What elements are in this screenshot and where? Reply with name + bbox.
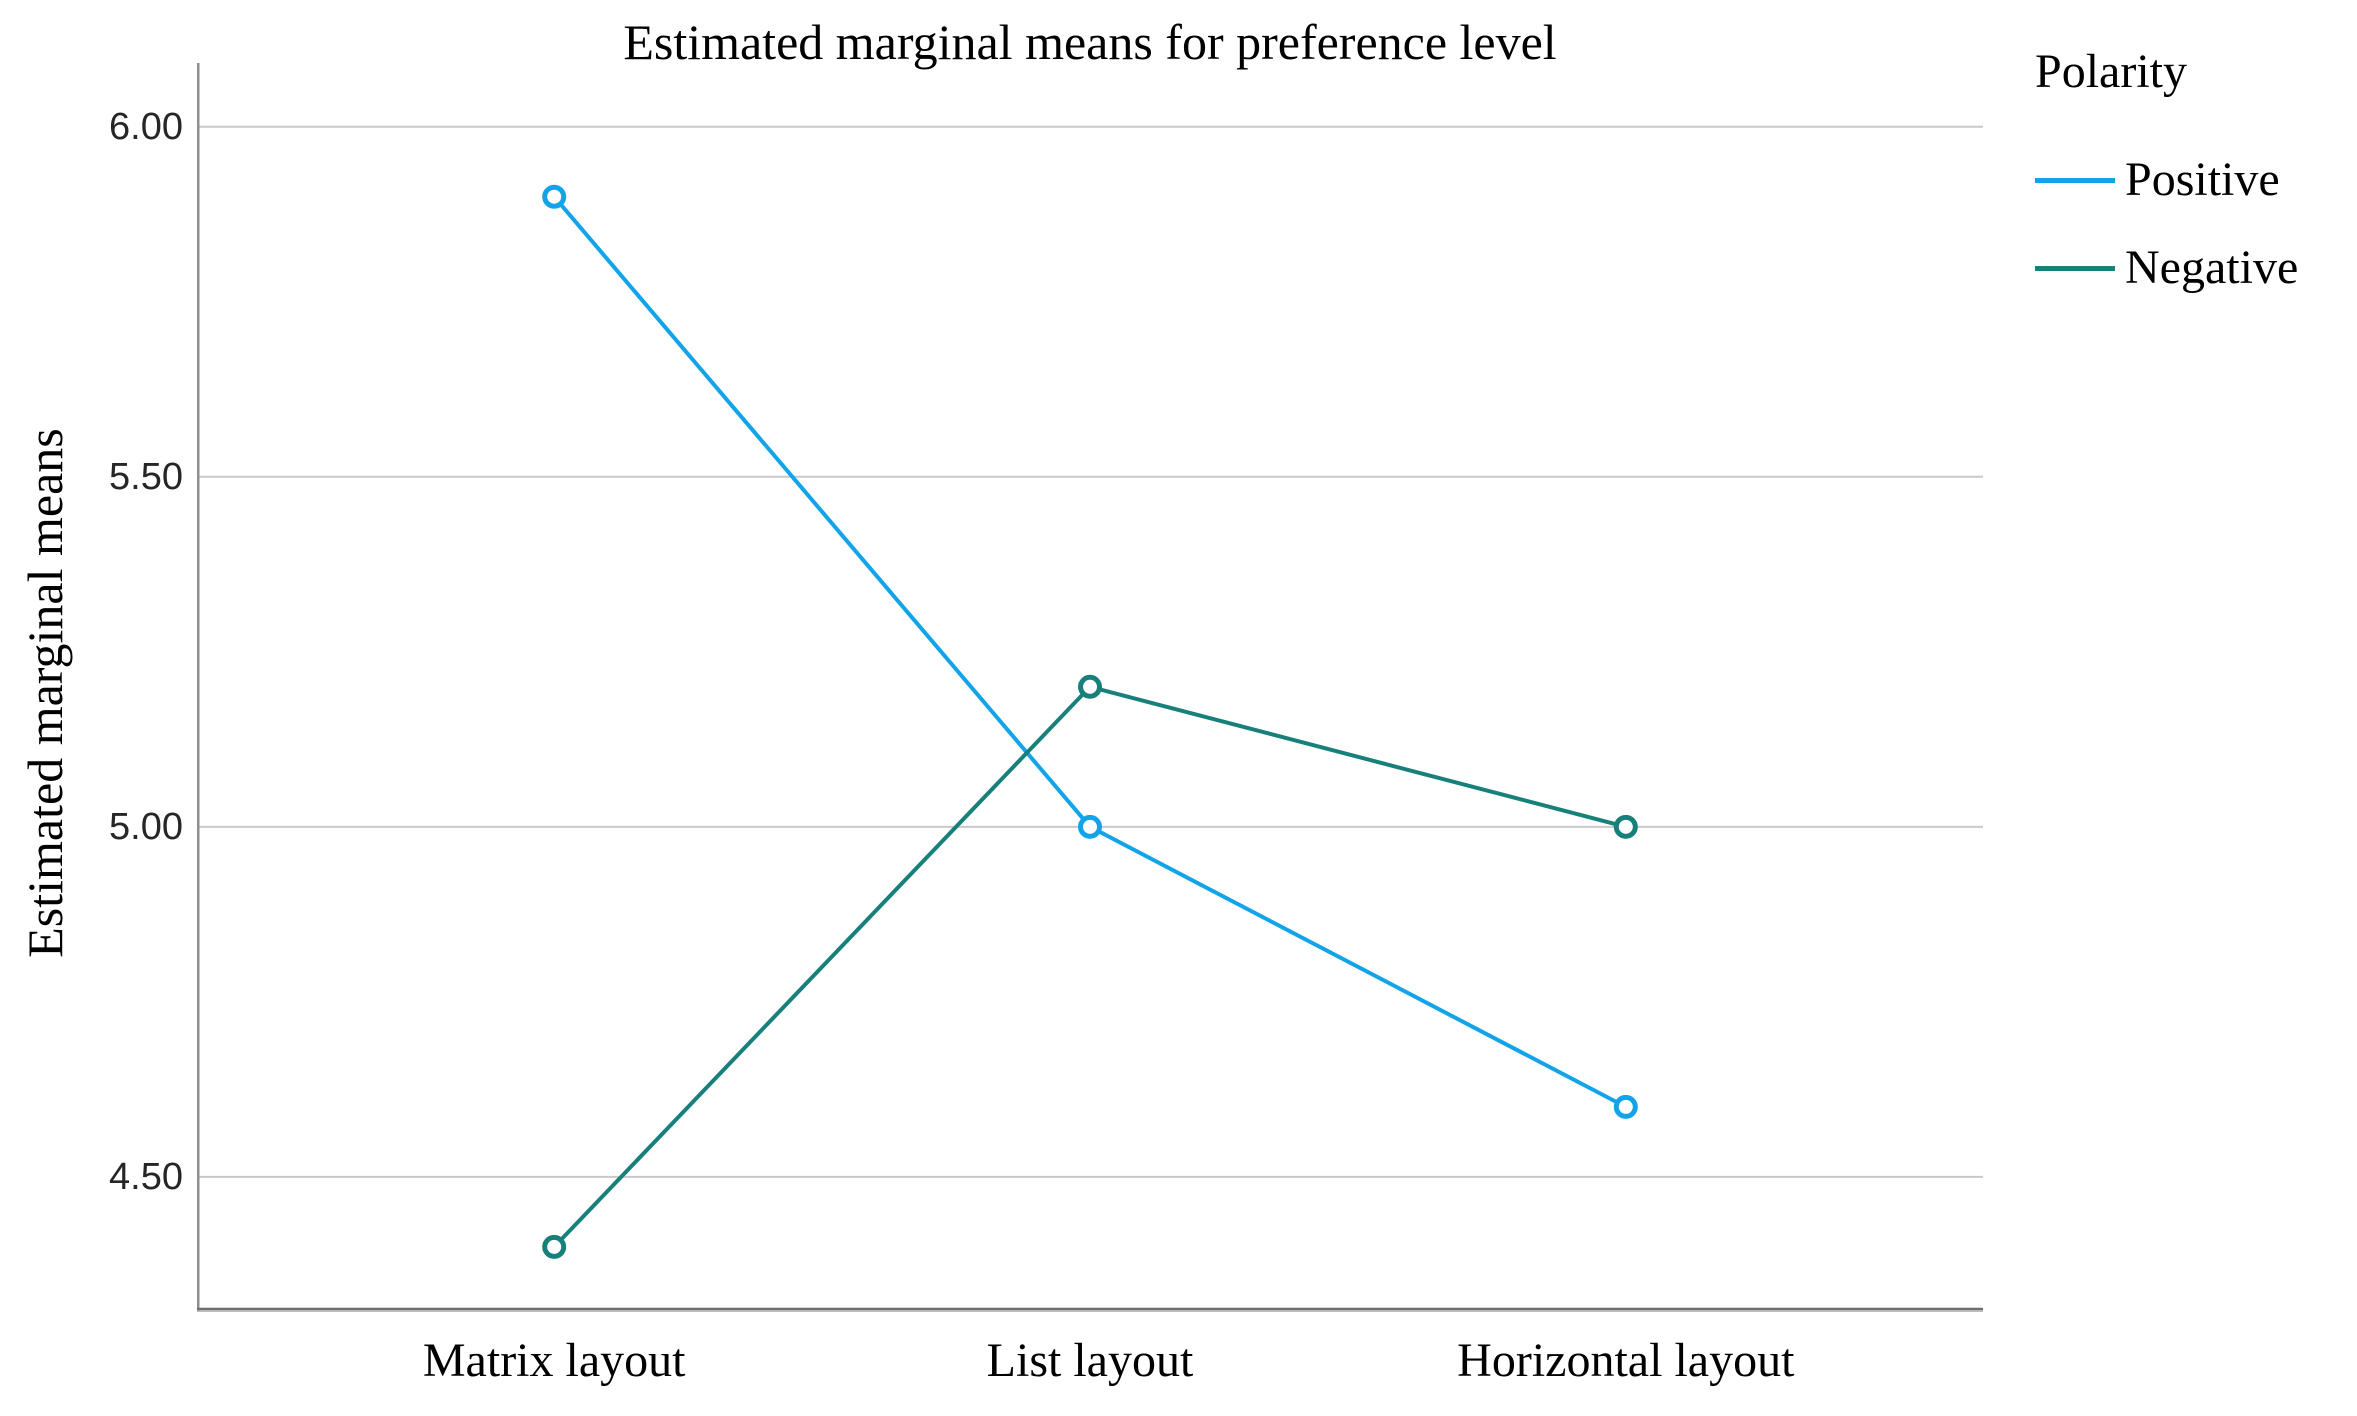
x-category-label: Horizontal layout: [1457, 1334, 1795, 1387]
y-tick-label: 4.50: [109, 1155, 183, 1198]
data-point-negative-2: [1613, 814, 1638, 839]
legend-swatch-icon: [2035, 265, 2115, 271]
chart-title: Estimated marginal means for preference …: [623, 14, 1557, 70]
legend: Polarity Positive Negative: [2035, 44, 2355, 328]
y-tick-label: 6.00: [109, 105, 183, 148]
legend-label: Negative: [2125, 241, 2299, 294]
data-point-negative-0: [542, 1234, 567, 1259]
data-point-negative-1: [1078, 674, 1102, 699]
legend-item-negative: Negative: [2035, 240, 2355, 296]
plot-canvas: [197, 63, 1983, 1312]
y-tick-label: 5.00: [109, 805, 183, 848]
series-line-negative: [552, 684, 1628, 1249]
data-point-positive-1: [1078, 814, 1102, 839]
y-axis-title: Estimated marginal means: [17, 428, 73, 958]
series-line-positive: [552, 194, 1628, 1109]
x-category-label: Matrix layout: [422, 1334, 686, 1387]
legend-title: Polarity: [2035, 45, 2187, 98]
legend-swatch-icon: [2035, 177, 2115, 183]
plot-area: [197, 63, 1983, 1312]
x-category-label: List layout: [986, 1334, 1194, 1387]
legend-items: Positive Negative: [2035, 152, 2355, 296]
y-tick-label: 5.50: [109, 455, 183, 498]
data-point-positive-2: [1613, 1094, 1638, 1119]
legend-item-positive: Positive: [2035, 152, 2355, 208]
data-point-positive-0: [542, 184, 567, 209]
legend-label: Positive: [2125, 153, 2280, 206]
